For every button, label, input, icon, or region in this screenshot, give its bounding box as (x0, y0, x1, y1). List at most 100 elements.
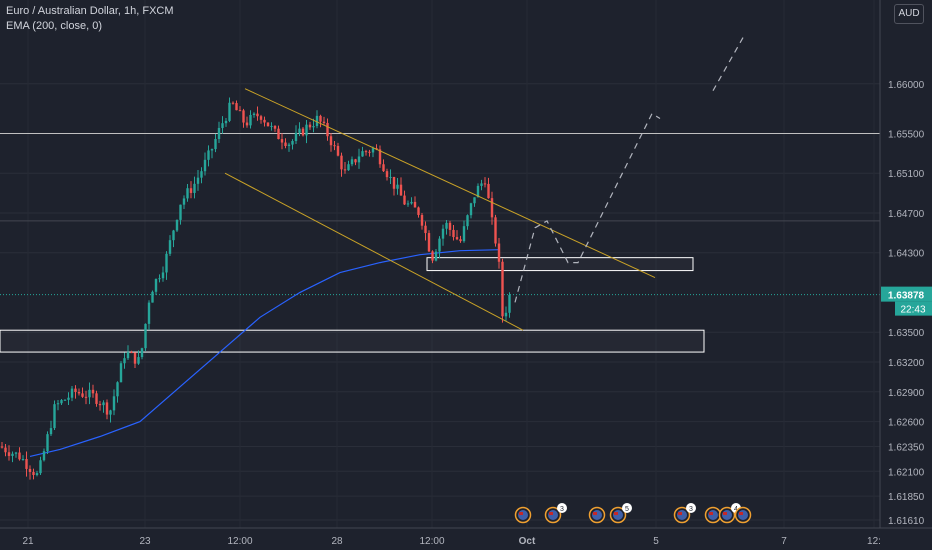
candle-body (39, 460, 42, 474)
candle-body (427, 233, 431, 252)
candle-body (175, 219, 179, 231)
price-tick-label: 1.61850 (888, 492, 925, 503)
candle-body (252, 113, 256, 116)
candle-body (60, 400, 63, 404)
candle-body (284, 142, 287, 147)
candle-body (270, 125, 273, 127)
candle-body (406, 203, 410, 205)
economic-event-marker[interactable]: 3 (544, 503, 568, 524)
price-tick-label: 1.62100 (888, 467, 925, 478)
price-tick-label: 1.62350 (888, 442, 925, 453)
event-count-label: 5 (625, 506, 629, 513)
candle-body (494, 217, 497, 244)
candle-body (11, 453, 14, 456)
candle-body (322, 121, 326, 123)
candle-body (392, 176, 396, 189)
candle-body (371, 148, 375, 153)
economic-event-marker[interactable]: 5 (609, 503, 633, 524)
candle-body (501, 261, 504, 317)
candle-body (357, 156, 361, 163)
candle-body (42, 451, 46, 461)
candle-body (245, 122, 249, 126)
candle-body (483, 183, 487, 185)
candle-body (343, 169, 347, 171)
candle-body (130, 352, 133, 354)
candle-body (273, 125, 277, 129)
candle-body (63, 399, 67, 401)
candle-body (469, 203, 473, 216)
flag-stripe (614, 512, 618, 515)
candle-body (378, 149, 382, 165)
trendline-channel-lower (224, 172, 524, 331)
flag-stripe (723, 512, 727, 515)
candle-body (105, 402, 109, 415)
economic-event-marker[interactable] (514, 506, 532, 524)
candle-body (221, 123, 224, 128)
price-axis: 1.66000 1.65500 1.65100 1.64700 1.64300 1.635… (881, 80, 932, 527)
candle-body (95, 393, 98, 404)
candle-body (67, 397, 70, 400)
candle-body (144, 323, 147, 349)
candle-body (91, 389, 95, 394)
economic-event-marker[interactable] (734, 506, 752, 524)
candle-body (256, 113, 259, 117)
candle-body (25, 458, 28, 469)
candle-body (207, 150, 210, 160)
currency-button[interactable]: AUD (894, 4, 924, 24)
candle-body (462, 226, 466, 242)
candle-body (14, 452, 18, 454)
candle-body (455, 237, 459, 240)
current-price-tag (881, 286, 932, 302)
candle-body (0, 446, 4, 448)
flag-stripe (549, 512, 553, 515)
candle-body (4, 447, 7, 453)
economic-event-marker[interactable] (588, 506, 606, 524)
candle-body (259, 116, 263, 120)
candle-body (382, 164, 385, 172)
candle-body (74, 388, 77, 392)
candle-body (315, 115, 319, 127)
candle-body (133, 352, 137, 364)
event-count-label: 4 (734, 506, 738, 513)
candle-body (294, 132, 298, 141)
economic-event-marker[interactable]: 3 (673, 503, 697, 524)
time-tick-label: 7 (781, 536, 787, 547)
candle-body (487, 183, 490, 199)
candle-body (231, 102, 235, 104)
candle-body (448, 222, 452, 230)
time-axis: 21 23 12:00 28 12:00 Oct 5 7 12: (22, 536, 881, 547)
candle-body (140, 348, 144, 358)
flag-stripe (739, 512, 743, 515)
flag-stripe (519, 512, 523, 515)
candle-body (410, 201, 413, 204)
candle-body (203, 159, 207, 172)
candle-body (298, 128, 301, 133)
candle-body (354, 159, 357, 163)
candle-body (389, 176, 392, 178)
time-tick-label: 28 (331, 536, 343, 547)
candle-body (18, 452, 21, 460)
candle-body (452, 229, 455, 238)
candle-body (53, 404, 56, 429)
flag-stripe (709, 512, 713, 515)
candle-body (361, 151, 364, 157)
candle-body (490, 198, 494, 218)
candle-body (7, 452, 11, 456)
candle-body (497, 243, 501, 262)
price-zone (0, 329, 705, 353)
candle-body (126, 352, 130, 359)
candle-body (504, 312, 508, 317)
candle-body (459, 239, 462, 242)
economic-event-marker[interactable] (704, 506, 722, 524)
candle-body (186, 188, 189, 199)
candle-body (480, 183, 483, 186)
candles (0, 97, 511, 480)
candle-body (228, 102, 231, 121)
candle-body (385, 171, 389, 178)
candle-body (196, 177, 200, 184)
flag-stripe (593, 512, 597, 515)
candle-body (116, 382, 119, 397)
candle-body (280, 139, 284, 143)
event-count-label: 3 (560, 506, 564, 513)
